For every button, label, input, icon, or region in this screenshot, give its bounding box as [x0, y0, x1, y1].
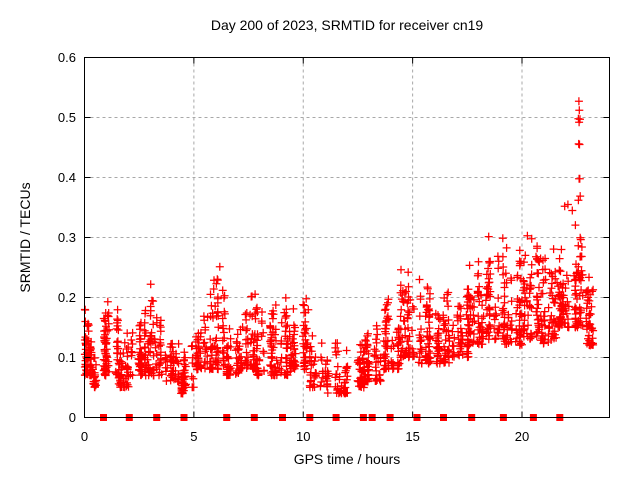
y-tick-label: 0.5 [58, 110, 76, 125]
x-tick-label: 5 [190, 429, 197, 444]
scatter-points [80, 97, 598, 398]
srmtid-plus-markers [80, 97, 598, 398]
x-tick-label: 10 [296, 429, 310, 444]
x-tick-label: 0 [81, 429, 88, 444]
x-tick-label: 20 [515, 429, 529, 444]
x-tick-label: 15 [405, 429, 419, 444]
chart-title: Day 200 of 2023, SRMTID for receiver cn1… [211, 17, 484, 33]
y-tick-label: 0 [69, 410, 76, 425]
x-tick-labels: 0 5 10 15 20 [81, 429, 529, 444]
y-tick-label: 0.3 [58, 230, 76, 245]
x-axis-label: GPS time / hours [294, 451, 401, 467]
axis-ticks [84, 57, 610, 418]
y-tick-label: 0.1 [58, 350, 76, 365]
y-tick-labels: 0 0.1 0.2 0.3 0.4 0.5 0.6 [58, 50, 76, 425]
y-tick-label: 0.6 [58, 50, 76, 65]
y-tick-label: 0.4 [58, 170, 76, 185]
y-axis-label: SRMTID / TECUs [17, 182, 33, 292]
y-tick-label: 0.2 [58, 290, 76, 305]
